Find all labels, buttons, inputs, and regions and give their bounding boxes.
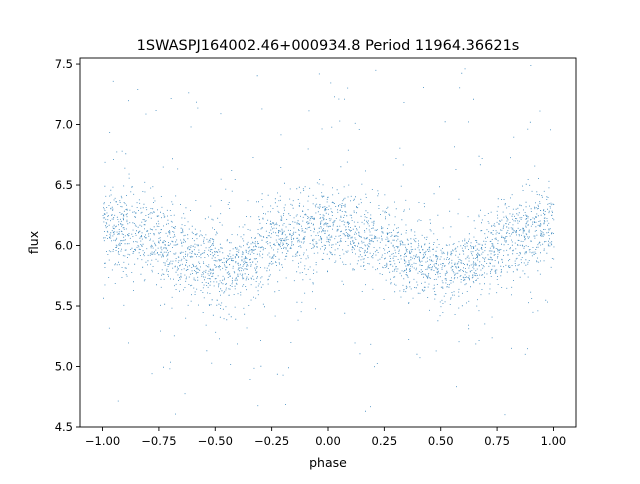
x-tick-label: 0.50	[428, 434, 454, 448]
x-tick-label: −1.00	[85, 434, 120, 448]
chart-title: 1SWASPJ164002.46+000934.8 Period 11964.3…	[137, 38, 520, 54]
x-tick-label: 0.25	[372, 434, 398, 448]
x-tick-label: 0.00	[315, 434, 341, 448]
y-tick-label: 6.5	[55, 178, 73, 192]
y-tick-label: 6.0	[55, 239, 73, 253]
x-axis-ticks: −1.00 −0.75 −0.50 −0.25 0.00 0.25 0.50 0.75 1.00	[85, 427, 566, 448]
x-axis-label: phase	[309, 455, 347, 470]
y-tick-label: 5.5	[55, 299, 73, 313]
data-points	[102, 65, 555, 416]
x-tick-label: 0.75	[484, 434, 510, 448]
x-tick-label: −0.50	[198, 434, 233, 448]
plot-frame	[79, 57, 577, 428]
y-tick-label: 7.0	[55, 118, 73, 132]
y-tick-label: 7.5	[55, 57, 73, 71]
y-axis-ticks: 4.5 5.0 5.5 6.0 6.5 7.0 7.5	[55, 57, 80, 434]
y-tick-label: 5.0	[55, 360, 73, 374]
y-axis-label: flux	[26, 231, 41, 254]
x-tick-label: −0.75	[141, 434, 176, 448]
scatter-series-0	[102, 65, 555, 416]
y-tick-label: 4.5	[55, 420, 73, 434]
x-tick-label: 1.00	[541, 434, 567, 448]
x-tick-label: −0.25	[254, 434, 289, 448]
